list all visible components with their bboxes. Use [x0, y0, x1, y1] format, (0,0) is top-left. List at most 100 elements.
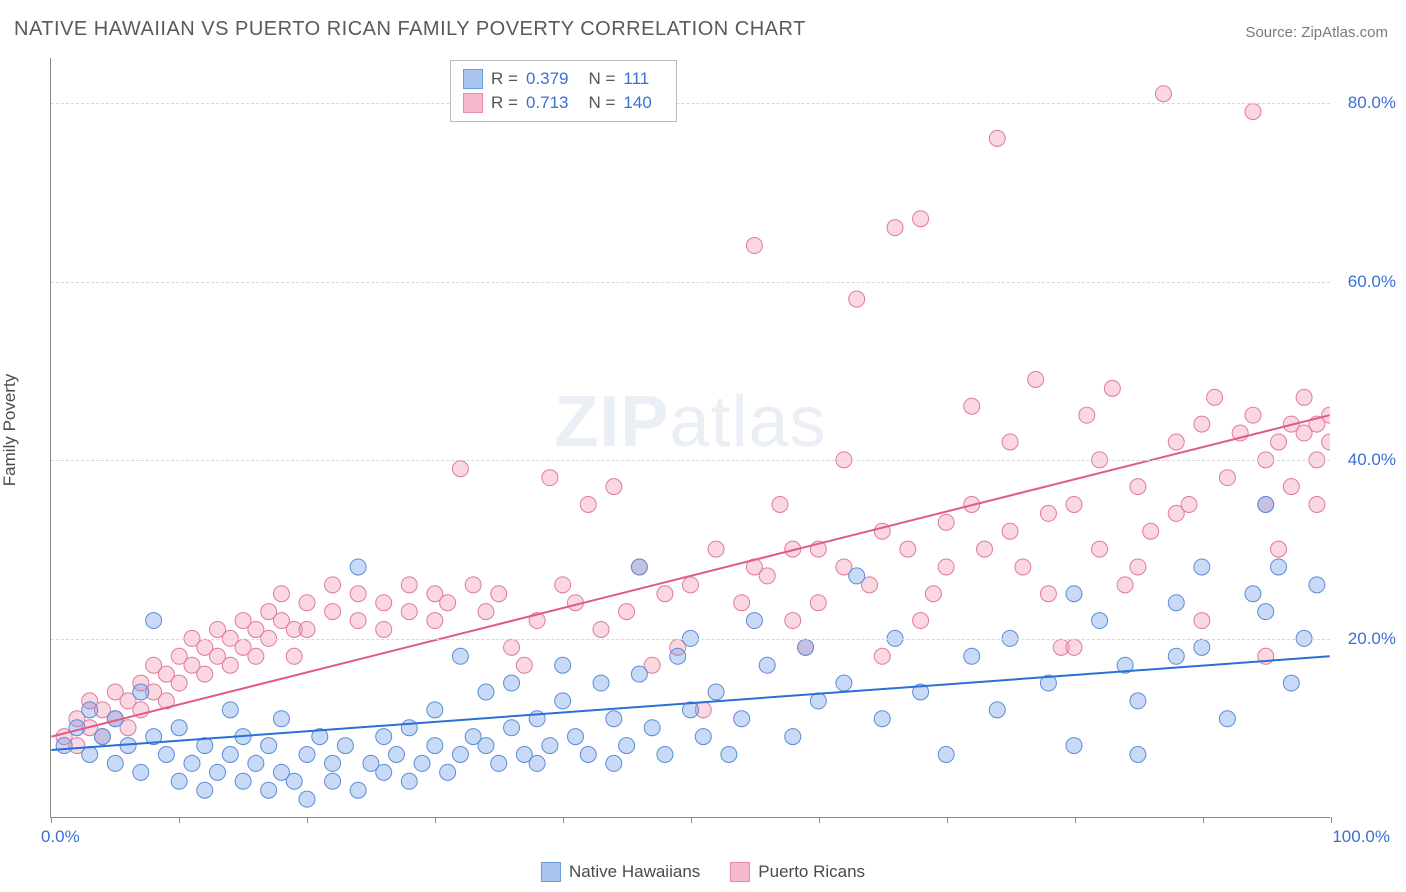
scatter-point: [94, 729, 110, 745]
x-tick: [51, 817, 52, 823]
scatter-point: [567, 595, 583, 611]
stat-n-value-blue: 111: [623, 69, 649, 89]
scatter-point: [133, 684, 149, 700]
scatter-point: [1271, 434, 1287, 450]
scatter-point: [465, 577, 481, 593]
scatter-point: [465, 729, 481, 745]
scatter-point: [529, 711, 545, 727]
grid-line: [51, 103, 1330, 104]
stats-legend-box: R = 0.379 N = 111 R = 0.713 N = 140: [450, 60, 677, 122]
scatter-point: [1168, 648, 1184, 664]
scatter-point: [94, 729, 110, 745]
scatter-point: [555, 577, 571, 593]
scatter-point: [94, 702, 110, 718]
scatter-point: [874, 523, 890, 539]
scatter-point: [746, 613, 762, 629]
scatter-point: [1079, 407, 1095, 423]
scatter-point: [708, 684, 724, 700]
scatter-point: [273, 711, 289, 727]
scatter-point: [82, 702, 98, 718]
scatter-point: [261, 604, 277, 620]
scatter-point: [1258, 604, 1274, 620]
scatter-point: [248, 621, 264, 637]
scatter-point: [977, 541, 993, 557]
scatter-point: [325, 755, 341, 771]
scatter-point: [913, 613, 929, 629]
scatter-point: [133, 675, 149, 691]
scatter-point: [452, 461, 468, 477]
scatter-point: [989, 702, 1005, 718]
x-tick: [691, 817, 692, 823]
scatter-point: [1271, 541, 1287, 557]
scatter-point: [312, 729, 328, 745]
scatter-point: [1309, 496, 1325, 512]
scatter-point: [69, 738, 85, 754]
x-tick: [1075, 817, 1076, 823]
plot-area: ZIPatlas 0.0% 100.0% 20.0%40.0%60.0%80.0…: [50, 58, 1330, 818]
grid-line: [51, 282, 1330, 283]
scatter-point: [56, 729, 72, 745]
scatter-point: [82, 747, 98, 763]
scatter-point: [69, 720, 85, 736]
scatter-point: [478, 738, 494, 754]
scatter-point: [210, 764, 226, 780]
scatter-point: [1258, 496, 1274, 512]
scatter-point: [670, 639, 686, 655]
scatter-point: [171, 773, 187, 789]
scatter-point: [261, 738, 277, 754]
watermark-light: atlas: [669, 382, 826, 462]
scatter-point: [171, 720, 187, 736]
scatter-point: [478, 684, 494, 700]
scatter-point: [401, 577, 417, 593]
scatter-point: [1309, 416, 1325, 432]
scatter-point: [734, 711, 750, 727]
scatter-point: [325, 577, 341, 593]
y-tick-label: 20.0%: [1348, 629, 1396, 649]
scatter-point: [107, 711, 123, 727]
scatter-point: [683, 702, 699, 718]
scatter-point: [133, 764, 149, 780]
scatter-point: [197, 666, 213, 682]
scatter-point: [708, 541, 724, 557]
scatter-point: [197, 639, 213, 655]
stat-n-value-pink: 140: [623, 93, 651, 113]
x-tick: [435, 817, 436, 823]
scatter-point: [491, 755, 507, 771]
scatter-point: [210, 621, 226, 637]
scatter-point: [235, 639, 251, 655]
scatter-point: [286, 648, 302, 664]
scatter-point: [491, 586, 507, 602]
scatter-point: [1040, 505, 1056, 521]
scatter-point: [197, 738, 213, 754]
scatter-point: [938, 559, 954, 575]
scatter-point: [644, 657, 660, 673]
scatter-point: [657, 747, 673, 763]
scatter-point: [542, 470, 558, 486]
scatter-point: [158, 693, 174, 709]
swatch-pink-icon: [730, 862, 750, 882]
stat-r-label: R =: [491, 69, 518, 89]
scatter-point: [235, 773, 251, 789]
scatter-point: [350, 782, 366, 798]
swatch-blue-icon: [463, 69, 483, 89]
scatter-point: [222, 702, 238, 718]
watermark-bold: ZIP: [554, 382, 669, 462]
scatter-point: [606, 479, 622, 495]
scatter-point: [222, 657, 238, 673]
scatter-point: [619, 738, 635, 754]
scatter-point: [1028, 371, 1044, 387]
scatter-point: [248, 755, 264, 771]
scatter-point: [1117, 577, 1133, 593]
scatter-point: [836, 559, 852, 575]
scatter-point: [1296, 425, 1312, 441]
chart-title: NATIVE HAWAIIAN VS PUERTO RICAN FAMILY P…: [14, 18, 806, 41]
scatter-point: [1053, 639, 1069, 655]
scatter-point: [593, 675, 609, 691]
scatter-point: [721, 747, 737, 763]
scatter-point: [913, 211, 929, 227]
scatter-point: [1194, 559, 1210, 575]
scatter-point: [1283, 479, 1299, 495]
scatter-point: [1092, 613, 1108, 629]
scatter-point: [414, 755, 430, 771]
legend-item-pink: Puerto Ricans: [730, 862, 865, 882]
